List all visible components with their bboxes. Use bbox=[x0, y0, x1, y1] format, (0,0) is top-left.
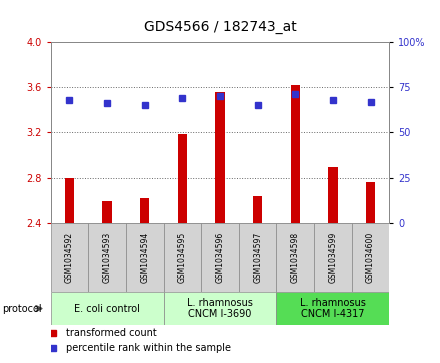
Text: L. rhamnosus
CNCM I-3690: L. rhamnosus CNCM I-3690 bbox=[187, 298, 253, 319]
Text: L. rhamnosus
CNCM I-4317: L. rhamnosus CNCM I-4317 bbox=[300, 298, 366, 319]
Text: E. coli control: E. coli control bbox=[74, 303, 140, 314]
Bar bbox=[352, 223, 389, 292]
Bar bbox=[51, 223, 88, 292]
Text: GSM1034598: GSM1034598 bbox=[291, 232, 300, 283]
Bar bbox=[51, 292, 164, 325]
Bar bbox=[164, 292, 276, 325]
Bar bbox=[178, 134, 187, 223]
Text: GSM1034594: GSM1034594 bbox=[140, 232, 149, 284]
Text: protocol: protocol bbox=[2, 303, 42, 314]
Bar bbox=[164, 223, 201, 292]
Text: GSM1034600: GSM1034600 bbox=[366, 232, 375, 284]
Text: GSM1034593: GSM1034593 bbox=[103, 232, 112, 284]
Bar bbox=[103, 200, 112, 223]
Text: GSM1034595: GSM1034595 bbox=[178, 232, 187, 284]
Bar bbox=[239, 223, 276, 292]
Text: GSM1034592: GSM1034592 bbox=[65, 232, 74, 283]
Bar bbox=[366, 183, 375, 223]
Text: transformed count: transformed count bbox=[66, 327, 157, 338]
Text: percentile rank within the sample: percentile rank within the sample bbox=[66, 343, 231, 353]
Bar bbox=[65, 178, 74, 223]
Text: GSM1034596: GSM1034596 bbox=[216, 232, 224, 284]
Text: GDS4566 / 182743_at: GDS4566 / 182743_at bbox=[143, 20, 297, 34]
Bar bbox=[201, 223, 239, 292]
Bar bbox=[253, 196, 262, 223]
Bar bbox=[290, 85, 300, 223]
Bar bbox=[276, 223, 314, 292]
Bar bbox=[88, 223, 126, 292]
Bar bbox=[276, 292, 389, 325]
Text: GSM1034599: GSM1034599 bbox=[328, 232, 337, 284]
Bar bbox=[140, 198, 150, 223]
Bar bbox=[126, 223, 164, 292]
Text: GSM1034597: GSM1034597 bbox=[253, 232, 262, 284]
Bar bbox=[328, 167, 337, 223]
Bar bbox=[215, 92, 225, 223]
Bar bbox=[314, 223, 352, 292]
